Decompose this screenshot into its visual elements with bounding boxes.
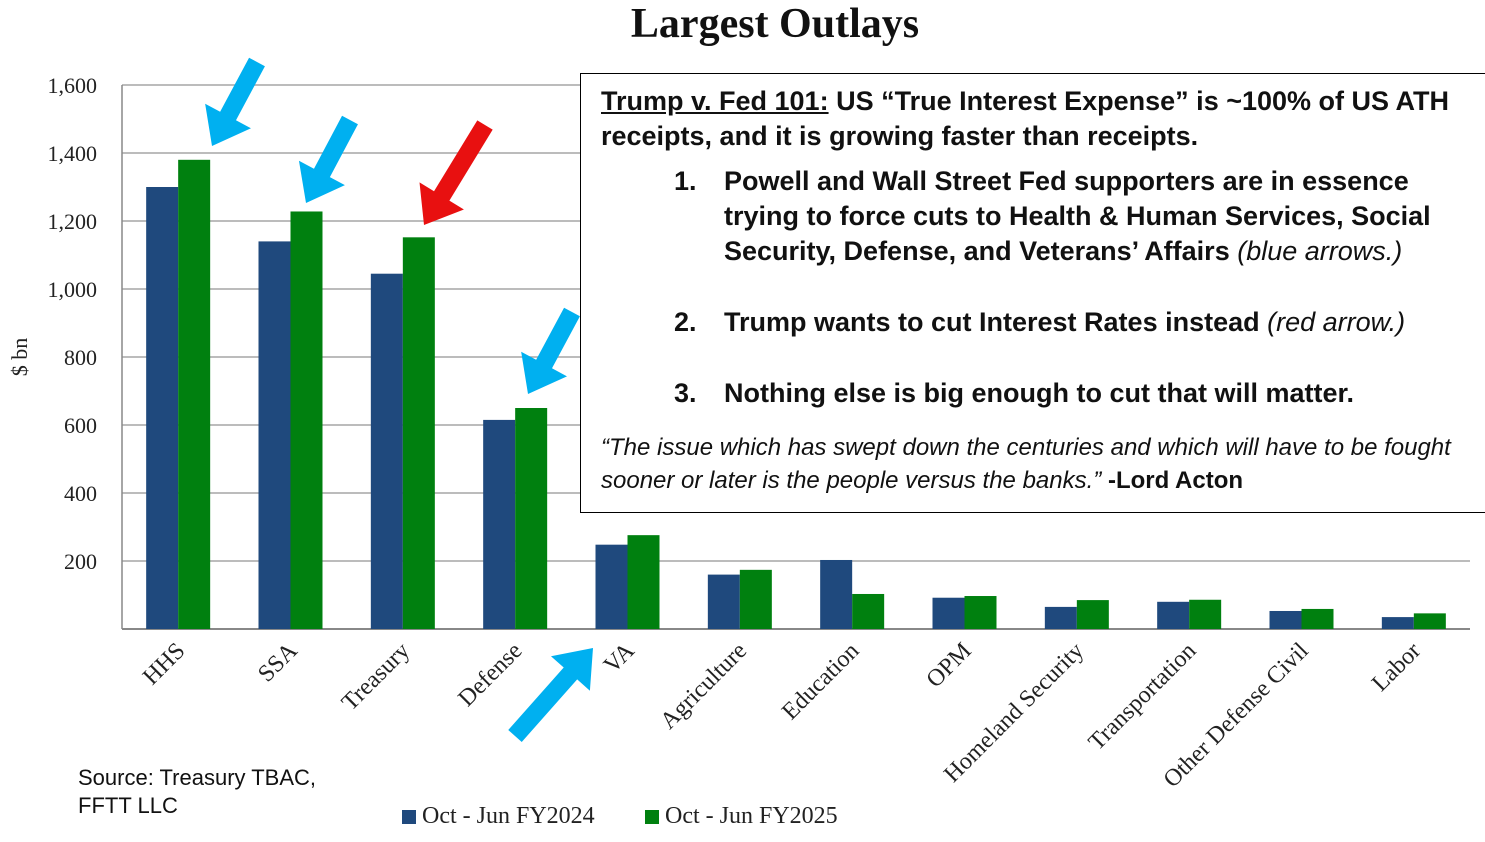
blue-arrow-icon — [298, 115, 358, 203]
x-tick-label: HHS — [138, 638, 190, 690]
legend-label: Oct - Jun FY2025 — [665, 803, 838, 829]
point-1: Powell and Wall Street Fed supporters ar… — [704, 164, 1475, 269]
bar-homeland-security-fy2024 — [1044, 606, 1077, 629]
chart-title: Largest Outlays — [630, 1, 920, 47]
point-2-text: Trump wants to cut Interest Rates instea… — [724, 307, 1260, 337]
heading-rest: US “True Interest Expense” is ~100% of U… — [601, 86, 1450, 151]
bar-education-fy2025 — [852, 593, 885, 629]
bar-labor-fy2024 — [1381, 617, 1414, 629]
y-tick-label: 1,400 — [48, 141, 98, 166]
blue-arrow-icon — [205, 57, 265, 146]
bar-agriculture-fy2024 — [707, 574, 740, 629]
y-tick-label: 200 — [64, 549, 97, 574]
bar-transportation-fy2025 — [1189, 599, 1222, 629]
bar-transportation-fy2024 — [1157, 601, 1190, 629]
x-tick-label: Treasury — [337, 638, 415, 716]
annotation-box: Trump v. Fed 101: US “True Interest Expe… — [580, 73, 1485, 513]
x-tick-label: Agriculture — [655, 638, 752, 735]
y-axis-label: $ bn — [7, 338, 32, 377]
bar-education-fy2024 — [820, 559, 853, 629]
bar-va-fy2025 — [627, 535, 660, 629]
y-tick-label: 400 — [64, 481, 97, 506]
annotation-heading: Trump v. Fed 101: US “True Interest Expe… — [601, 84, 1475, 154]
quote-author: -Lord Acton — [1101, 467, 1244, 494]
x-tick-label: OPM — [922, 638, 977, 693]
bar-treasury-fy2025 — [402, 237, 435, 629]
bar-other-defense-civil-fy2025 — [1301, 608, 1334, 629]
legend-swatch — [402, 809, 416, 824]
x-tick-label: Education — [777, 638, 864, 725]
blue-arrow-icon — [508, 648, 593, 742]
bar-other-defense-civil-fy2024 — [1269, 610, 1302, 629]
bar-agriculture-fy2025 — [739, 569, 772, 629]
point-2-note: (red arrow.) — [1259, 307, 1406, 337]
legend-swatch — [645, 809, 659, 824]
bar-ssa-fy2025 — [290, 211, 323, 630]
bar-treasury-fy2024 — [370, 273, 403, 629]
quote: “The issue which has swept down the cent… — [601, 431, 1475, 497]
source-note: Source: Treasury TBAC, FFTT LLC — [78, 764, 316, 820]
x-tick-label: Labor — [1367, 638, 1426, 697]
bar-defense-fy2025 — [515, 408, 548, 629]
blue-arrow-icon — [521, 307, 580, 394]
point-3: Nothing else is big enough to cut that w… — [704, 376, 1475, 411]
x-tick-label: VA — [599, 637, 640, 678]
source-line-1: Source: Treasury TBAC, — [78, 765, 317, 790]
y-tick-label: 800 — [64, 345, 97, 370]
legend-item-fy2024: Oct - Jun FY2024 — [402, 803, 595, 830]
bar-va-fy2024 — [595, 544, 628, 629]
red-arrow-icon — [419, 120, 493, 225]
x-tick-label: Transportation — [1084, 638, 1202, 756]
bar-opm-fy2024 — [932, 597, 965, 629]
legend-item-fy2025: Oct - Jun FY2025 — [645, 803, 838, 830]
y-tick-label: 1,200 — [48, 209, 98, 234]
y-tick-label: 1,600 — [48, 73, 98, 98]
x-tick-label: Defense — [453, 638, 527, 712]
bar-hhs-fy2024 — [146, 187, 179, 629]
quote-text: “The issue which has swept down the cent… — [601, 434, 1451, 494]
point-1-text: Powell and Wall Street Fed supporters ar… — [724, 166, 1431, 266]
bar-homeland-security-fy2025 — [1076, 600, 1109, 629]
source-line-2: FFTT LLC — [78, 793, 178, 818]
bar-ssa-fy2024 — [258, 241, 291, 629]
y-tick-label: 1,000 — [48, 277, 98, 302]
point-3-text: Nothing else is big enough to cut that w… — [724, 378, 1355, 408]
point-2: Trump wants to cut Interest Rates instea… — [704, 305, 1475, 340]
bar-labor-fy2025 — [1413, 613, 1446, 629]
heading-underlined: Trump v. Fed 101: — [601, 86, 829, 116]
legend-label: Oct - Jun FY2024 — [422, 803, 595, 829]
bar-hhs-fy2025 — [178, 159, 211, 630]
bar-defense-fy2024 — [483, 419, 516, 629]
bar-opm-fy2025 — [964, 596, 997, 629]
y-tick-label: 600 — [64, 413, 97, 438]
x-tick-label: SSA — [253, 637, 303, 687]
points-list: Powell and Wall Street Fed supporters ar… — [601, 164, 1475, 411]
point-1-note: (blue arrows.) — [1229, 236, 1403, 266]
